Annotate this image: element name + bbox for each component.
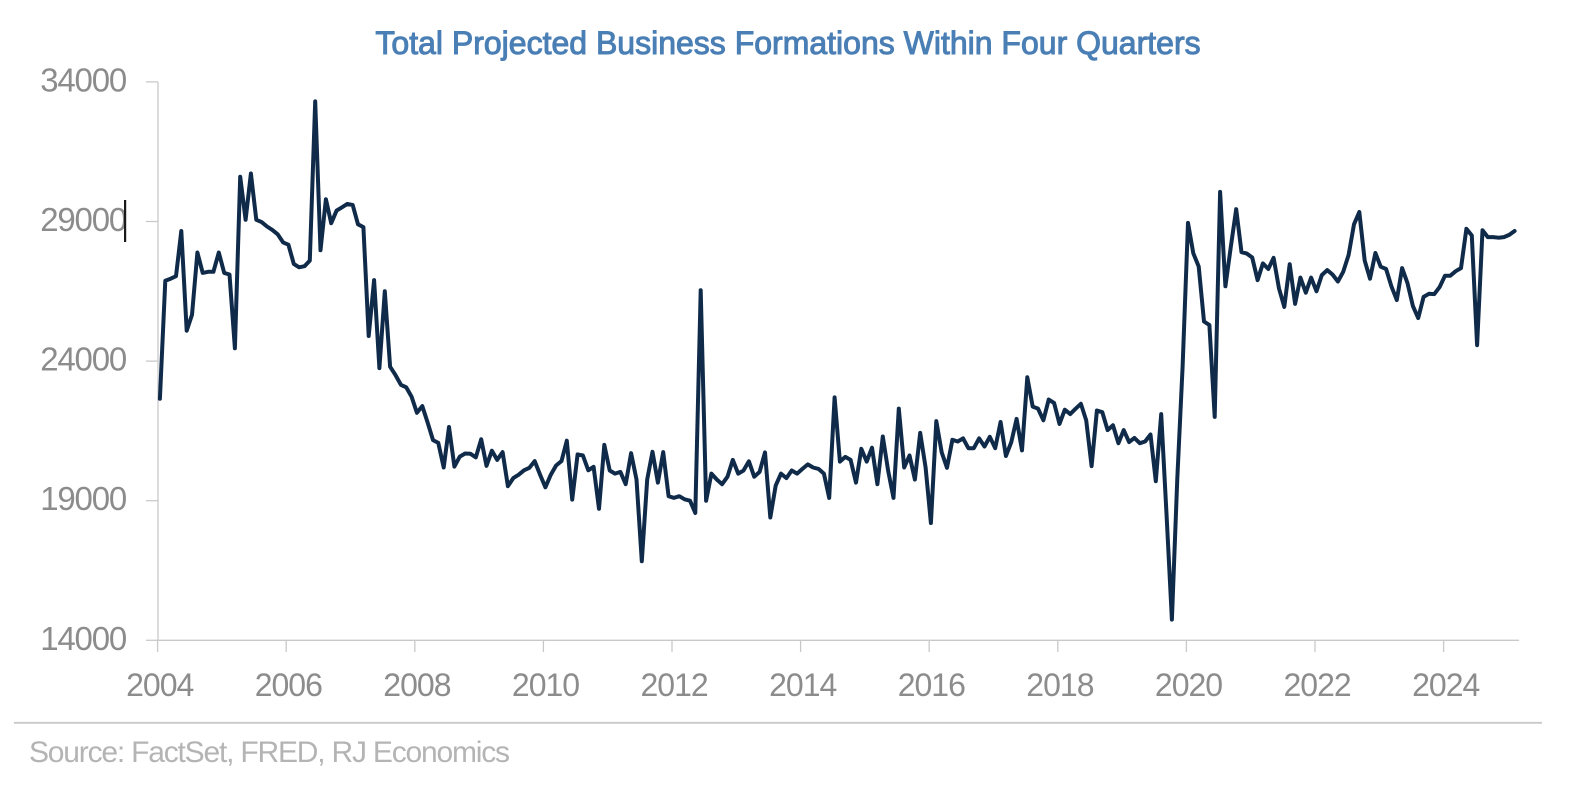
svg-text:2012: 2012 bbox=[641, 667, 708, 703]
svg-text:2014: 2014 bbox=[769, 667, 836, 703]
svg-text:Source: FactSet, FRED, RJ Econ: Source: FactSet, FRED, RJ Economics bbox=[29, 736, 509, 769]
svg-text:2004: 2004 bbox=[126, 667, 193, 703]
svg-text:24000: 24000 bbox=[40, 341, 127, 378]
svg-text:2022: 2022 bbox=[1284, 667, 1351, 703]
svg-text:19000: 19000 bbox=[40, 480, 127, 517]
svg-text:2020: 2020 bbox=[1155, 667, 1222, 703]
svg-text:29000: 29000 bbox=[40, 201, 127, 238]
svg-text:2018: 2018 bbox=[1026, 667, 1093, 703]
svg-text:2006: 2006 bbox=[255, 667, 322, 703]
svg-text:2008: 2008 bbox=[383, 667, 450, 703]
svg-text:2024: 2024 bbox=[1412, 667, 1479, 703]
svg-text:2016: 2016 bbox=[898, 667, 965, 703]
svg-text:2010: 2010 bbox=[512, 667, 579, 703]
svg-text:Total Projected Business Forma: Total Projected Business Formations With… bbox=[375, 25, 1200, 61]
svg-text:34000: 34000 bbox=[40, 61, 127, 98]
svg-text:14000: 14000 bbox=[40, 620, 127, 657]
